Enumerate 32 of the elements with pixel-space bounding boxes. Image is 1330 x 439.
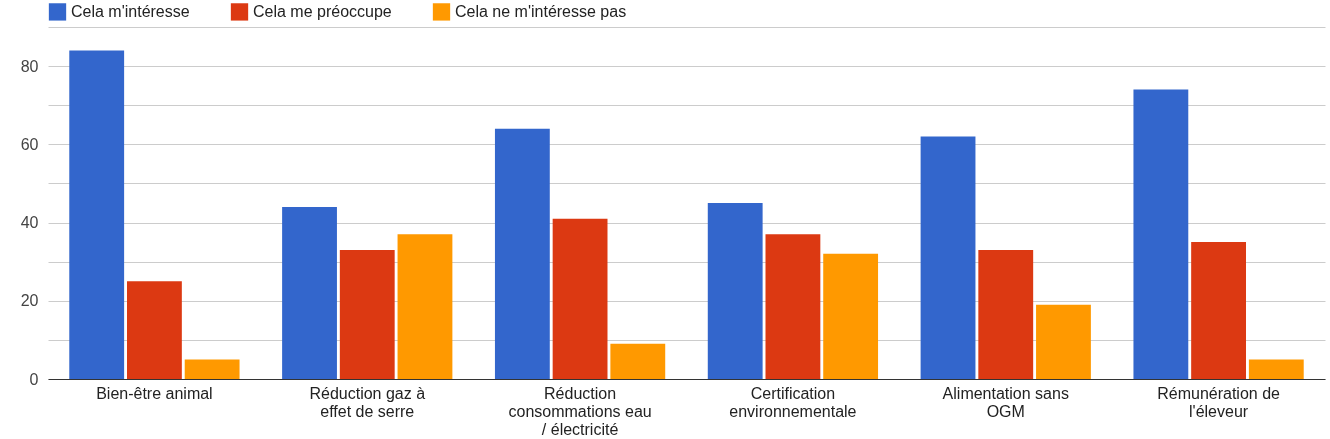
bar xyxy=(1036,304,1091,379)
bar xyxy=(282,206,337,379)
y-tick-label: 40 xyxy=(20,214,39,232)
bar xyxy=(1191,242,1246,379)
y-tick-label: 80 xyxy=(20,57,39,75)
bar xyxy=(823,253,879,379)
bar xyxy=(978,249,1034,379)
bar xyxy=(1248,359,1304,379)
bar xyxy=(184,359,240,379)
x-tick-label: Réduction consommations eau / électricité xyxy=(508,384,652,438)
bar xyxy=(707,203,763,379)
x-tick-label: Bien-être animal xyxy=(96,384,213,402)
y-tick-label: 0 xyxy=(29,370,39,388)
bar xyxy=(69,50,125,379)
legend-label: Cela me préoccupe xyxy=(253,2,392,20)
bar xyxy=(494,128,550,379)
y-tick-label: 20 xyxy=(20,292,39,310)
bar xyxy=(1133,89,1189,379)
y-tick-label: 60 xyxy=(20,135,39,153)
bar xyxy=(397,234,453,379)
bar xyxy=(339,249,395,379)
x-tick-label: Réduction gaz à effet de serre xyxy=(309,384,426,420)
x-tick-label: Rémunération de l'éleveur xyxy=(1157,384,1281,420)
bar xyxy=(610,343,666,379)
bar xyxy=(552,218,608,379)
x-tick-label: Certification environnementale xyxy=(729,384,857,420)
bar xyxy=(920,136,976,379)
legend-label: Cela ne m'intéresse pas xyxy=(455,2,627,20)
legend-label: Cela m'intéresse xyxy=(71,2,190,20)
x-tick-label: Alimentation sans OGM xyxy=(942,384,1069,420)
bar xyxy=(127,281,182,379)
bar xyxy=(765,234,821,379)
